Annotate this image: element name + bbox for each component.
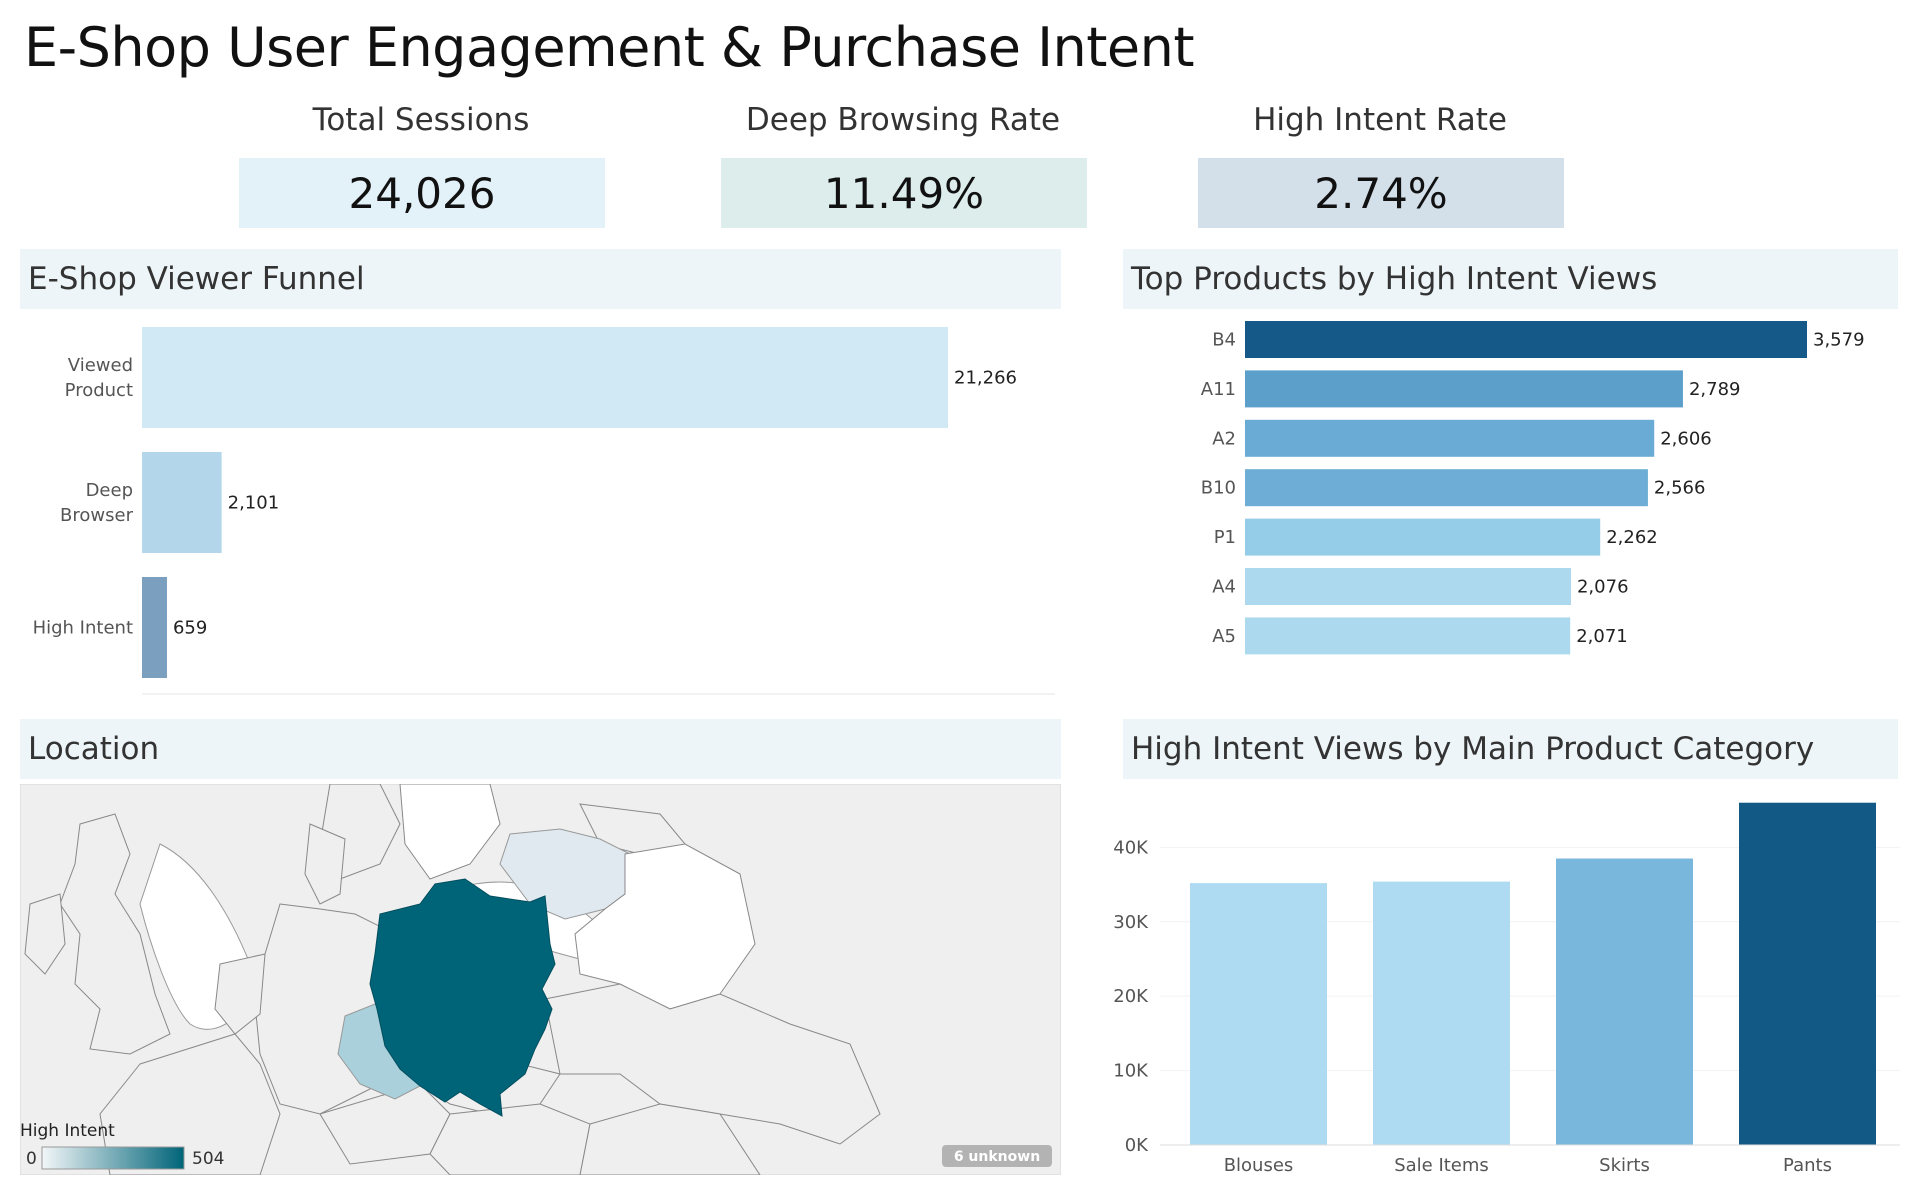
denmark-region [304,823,346,905]
kpi-total-sessions-label: Total Sessions [312,102,530,138]
category-xtick-label: Skirts [1599,1155,1650,1176]
ireland-region [24,893,66,975]
product-bar-a5 [1245,617,1571,655]
funnel-bar-deep-browser [142,452,222,553]
category-xtick-label: Pants [1783,1155,1832,1176]
product-bar-a11 [1245,370,1683,408]
funnel-value-label: 21,266 [954,368,1017,389]
product-category-label: A5 [1212,626,1236,647]
dashboard-title: E-Shop User Engagement & Purchase Intent [24,16,1195,79]
product-value-label: 2,789 [1689,379,1741,400]
funnel-bar-viewed-product [142,327,948,428]
category-bar-pants [1739,802,1876,1145]
funnel-chart: 21,266 Viewed Product 2,101 Deep Browser 659 Hi… [33,327,1055,695]
location-map[interactable]: High Intent 0 504 6 unknown [20,784,1061,1175]
product-category-label: B10 [1201,478,1236,499]
location-panel-title: Location [20,719,1061,779]
uk-region [59,813,171,1055]
product-bar-b10 [1245,469,1648,507]
kpi-total-sessions-value: 24,026 [239,158,605,228]
category-chart: 0K 10K 20K 30K 40K Blouses Sale Items Skirts Pan… [1113,802,1900,1176]
funnel-value-label: 659 [173,618,207,639]
product-value-label: 2,262 [1606,527,1658,548]
product-category-label: A4 [1212,577,1236,598]
ukraine-region [544,983,881,1145]
product-bar-b4 [1245,321,1807,358]
products-panel-title: Top Products by High Intent Views [1123,249,1898,309]
map-legend-min: 0 [26,1149,37,1169]
category-ytick-label: 40K [1113,837,1149,858]
funnel-category-label: Product [65,380,133,401]
product-value-label: 2,606 [1660,428,1712,449]
funnel-panel-title: E-Shop Viewer Funnel [20,249,1061,309]
sweden-region [399,784,501,880]
product-value-label: 3,579 [1813,330,1865,351]
unknown-badge[interactable] [942,1145,1052,1167]
category-bar-skirts [1556,858,1693,1145]
benelux-region [214,953,266,1035]
product-bar-p1 [1245,518,1601,556]
product-category-label: B4 [1212,330,1236,351]
product-category-label: A2 [1212,428,1236,449]
category-bar-blouses [1190,883,1327,1145]
product-category-label: P1 [1214,527,1236,548]
funnel-category-label: High Intent [33,618,133,639]
category-xtick-label: Blouses [1224,1155,1294,1176]
map-legend-title: High Intent [20,1121,115,1141]
funnel-bar-high-intent [142,577,167,678]
hungary-region [429,1103,591,1175]
product-bar-a2 [1245,419,1655,457]
product-value-label: 2,076 [1577,577,1629,598]
category-ytick-label: 0K [1125,1135,1149,1156]
product-bar-a4 [1245,568,1571,605]
funnel-category-label: Viewed [68,355,133,376]
kpi-high-intent-value: 2.74% [1198,158,1564,228]
category-panel-title: High Intent Views by Main Product Catego… [1123,719,1898,779]
romania-region [579,1103,761,1175]
category-ytick-label: 30K [1113,912,1149,933]
top-products-chart: 3,579 B4 2,789 A11 2,606 A2 2,566 B10 2,262 P1 2,0… [1201,321,1865,655]
product-category-label: A11 [1201,379,1236,400]
product-value-label: 2,566 [1654,478,1706,499]
category-ytick-label: 10K [1113,1061,1149,1082]
france-region [99,1033,281,1175]
map-legend-gradient [41,1146,185,1170]
unknown-badge-text: 6 unknown [954,1149,1040,1165]
category-bar-sale-items [1373,881,1510,1145]
kpi-high-intent-label: High Intent Rate [1253,102,1507,138]
product-value-label: 2,071 [1576,626,1628,647]
poland-region[interactable] [369,878,556,1117]
kpi-deep-browsing-label: Deep Browsing Rate [745,102,1061,138]
funnel-category-label: Deep [86,480,133,501]
category-ytick-label: 20K [1113,986,1149,1007]
kpi-deep-browsing-value: 11.49% [721,158,1087,228]
map-legend-max: 504 [192,1149,224,1169]
category-xtick-label: Sale Items [1394,1155,1489,1176]
funnel-value-label: 2,101 [228,493,280,514]
funnel-category-label: Browser [60,505,134,526]
